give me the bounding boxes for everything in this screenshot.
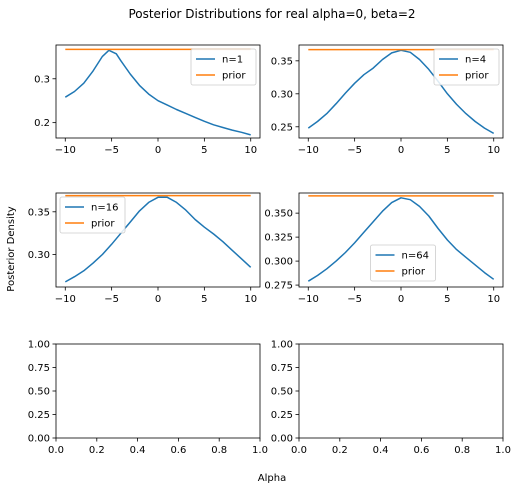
y-tick-label: 0.30 xyxy=(271,89,293,100)
x-tick-label: 1.0 xyxy=(252,445,268,456)
x-tick-label: 0.0 xyxy=(48,445,64,456)
legend-label: n=64 xyxy=(402,251,429,262)
y-tick-label: 1.00 xyxy=(28,340,50,351)
subplot-4: −10 −5 0 5 10 0.275 0.300 0.325 0.350 n=64 prior xyxy=(264,192,504,305)
legend-label: n=16 xyxy=(91,203,118,214)
x-tick-label: 0.8 xyxy=(454,445,470,456)
x-tick-label: 0.6 xyxy=(170,445,186,456)
y-tick-label: 0.00 xyxy=(271,434,293,445)
posterior-line xyxy=(64,49,251,136)
legend-box xyxy=(190,48,257,86)
posterior-line xyxy=(307,197,495,282)
legend-label: n=4 xyxy=(465,55,486,66)
y-tick-label: 0.325 xyxy=(264,233,293,244)
x-tick-label: 0 xyxy=(155,294,161,305)
y-axis-label: Posterior Density xyxy=(6,206,17,291)
y-tick-label: 0.30 xyxy=(28,250,50,261)
legend-label: prior xyxy=(465,71,489,82)
y-tick-label: 0.25 xyxy=(28,410,50,421)
x-tick-label: 0.2 xyxy=(332,445,348,456)
subplot-6: 0.0 0.2 0.4 0.6 0.8 1.0 0.00 0.25 0.50 0.75 1.00 xyxy=(271,340,511,457)
y-tick-label: 0.50 xyxy=(28,387,50,398)
x-tick-label: 10 xyxy=(487,294,500,305)
legend-label: prior xyxy=(91,219,115,230)
x-tick-label: −5 xyxy=(104,294,119,305)
y-tick-label: 0.75 xyxy=(271,363,293,374)
x-tick-label: 0.2 xyxy=(89,445,105,456)
legend: n=64 prior xyxy=(370,244,436,282)
subplot-2: −10 −5 0 5 10 0.25 0.30 0.35 n=4 prior xyxy=(271,44,504,156)
posterior-line xyxy=(64,196,252,283)
x-tick-label: −10 xyxy=(298,145,319,156)
y-tick-label: 0.50 xyxy=(271,387,293,398)
y-tick-label: 0.25 xyxy=(271,122,293,133)
legend: n=16 prior xyxy=(59,196,126,234)
x-tick-label: 0 xyxy=(155,145,161,156)
y-tick-label: 0.275 xyxy=(264,281,293,292)
subplot-5: 0.0 0.2 0.4 0.6 0.8 1.0 0.00 0.25 0.50 0.75 1.00 xyxy=(28,340,268,457)
x-tick-label: −10 xyxy=(55,294,76,305)
legend-box xyxy=(370,244,436,282)
legend-label: prior xyxy=(402,267,426,278)
figure-title: Posterior Distributions for real alpha=0… xyxy=(128,7,415,21)
subplot-3: −10 −5 0 5 10 0.30 0.35 n=16 prior xyxy=(28,192,261,305)
legend: n=1 prior xyxy=(190,48,257,86)
legend-label: prior xyxy=(222,71,246,82)
subplot-1: −10 −5 0 5 10 0.2 0.3 n=1 prior xyxy=(34,44,261,156)
x-tick-label: −10 xyxy=(55,145,76,156)
y-tick-label: 1.00 xyxy=(271,340,293,351)
x-tick-label: −5 xyxy=(347,145,362,156)
x-tick-label: 5 xyxy=(444,145,450,156)
axes-frame xyxy=(55,343,261,439)
x-tick-label: 1.0 xyxy=(495,445,511,456)
legend-box xyxy=(433,48,500,86)
x-tick-label: 0.6 xyxy=(413,445,429,456)
x-tick-label: 10 xyxy=(244,145,257,156)
x-tick-label: −5 xyxy=(104,145,119,156)
x-axis-label: Alpha xyxy=(258,473,286,484)
x-tick-label: 10 xyxy=(244,294,257,305)
y-tick-label: 0.300 xyxy=(264,257,293,268)
x-tick-label: 0.4 xyxy=(130,445,146,456)
y-tick-label: 0.3 xyxy=(34,74,50,85)
x-tick-label: 0.0 xyxy=(291,445,307,456)
y-tick-label: 0.00 xyxy=(28,434,50,445)
x-tick-label: 5 xyxy=(201,145,207,156)
y-tick-label: 0.35 xyxy=(28,207,50,218)
x-tick-label: 0 xyxy=(398,294,404,305)
y-tick-label: 0.2 xyxy=(34,118,50,129)
x-tick-label: −5 xyxy=(347,294,362,305)
axes-frame xyxy=(298,343,504,439)
x-tick-label: 0.8 xyxy=(211,445,227,456)
y-tick-label: 0.25 xyxy=(271,410,293,421)
legend: n=4 prior xyxy=(433,48,500,86)
y-tick-label: 0.350 xyxy=(264,209,293,220)
x-tick-label: −10 xyxy=(298,294,319,305)
x-tick-label: 0.4 xyxy=(373,445,389,456)
x-tick-label: 5 xyxy=(444,294,450,305)
legend-box xyxy=(59,196,126,234)
x-tick-label: 0 xyxy=(398,145,404,156)
x-tick-label: 5 xyxy=(201,294,207,305)
legend-label: n=1 xyxy=(222,55,243,66)
y-tick-label: 0.75 xyxy=(28,363,50,374)
x-tick-label: 10 xyxy=(487,145,500,156)
y-tick-label: 0.35 xyxy=(271,56,293,67)
